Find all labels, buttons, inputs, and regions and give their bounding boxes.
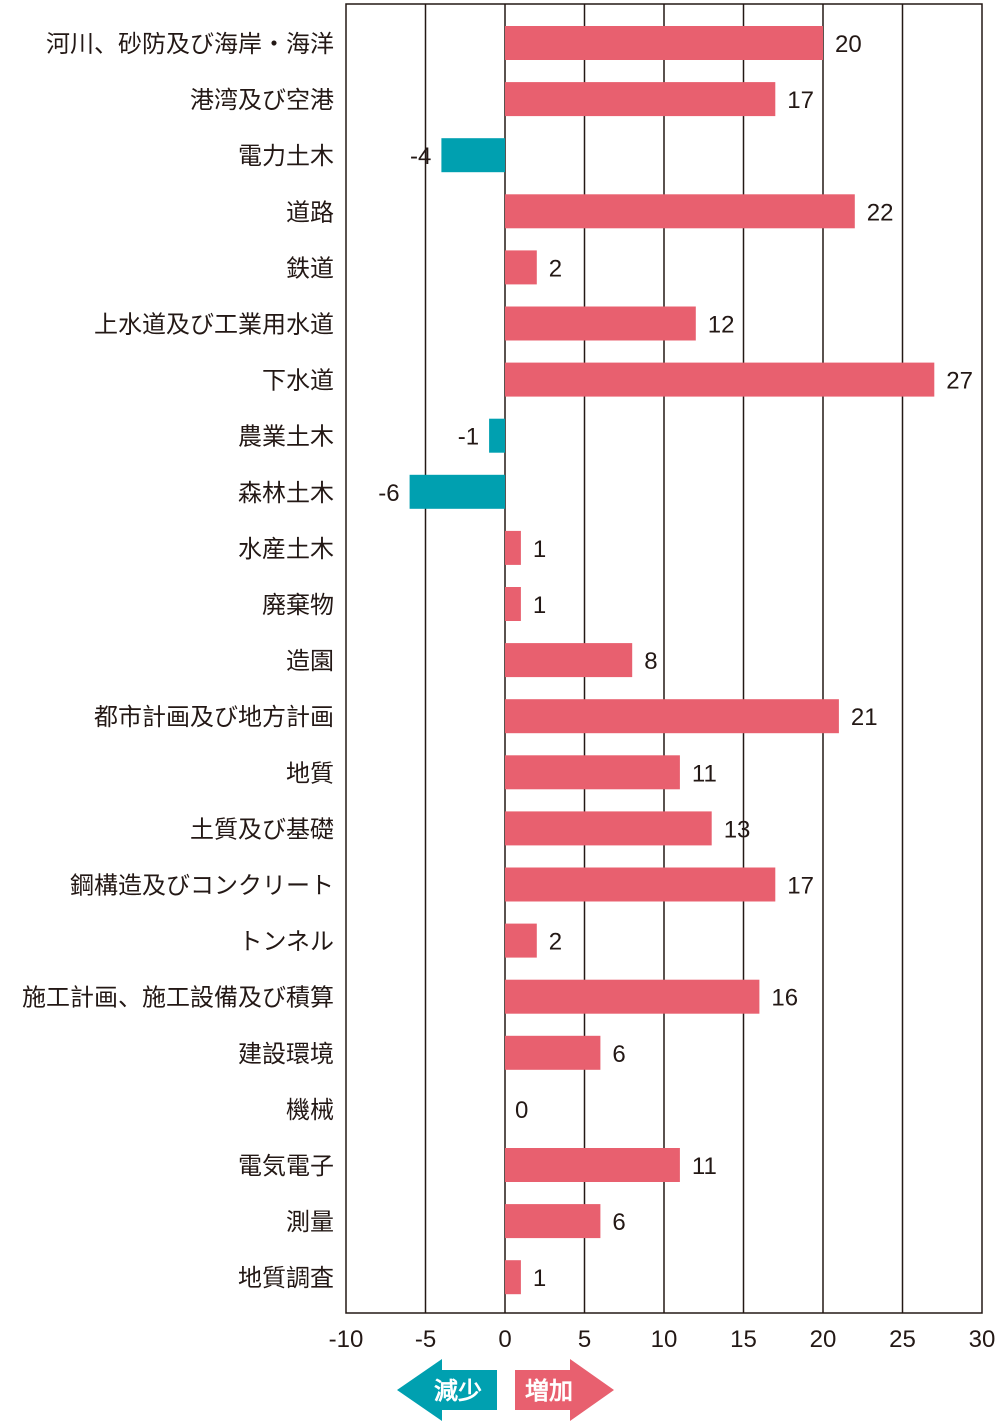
data-label: 17 <box>787 873 814 900</box>
category-label: 地質 <box>286 760 334 787</box>
legend: 減少 増加 <box>397 1359 614 1421</box>
bar <box>505 1148 680 1182</box>
bar <box>505 979 760 1014</box>
bar <box>505 755 680 790</box>
data-label: 1 <box>533 592 546 619</box>
bar <box>505 362 935 397</box>
data-label: 2 <box>549 929 562 956</box>
bar <box>505 250 537 285</box>
legend-decrease-label: 減少 <box>434 1378 482 1405</box>
data-label: 20 <box>835 31 862 58</box>
x-tick-label: 20 <box>810 1326 837 1353</box>
legend-increase-label: 増加 <box>525 1377 573 1405</box>
data-label: 21 <box>851 704 878 731</box>
bar <box>505 194 855 229</box>
data-label: 11 <box>692 1153 717 1180</box>
data-label: 8 <box>644 648 657 675</box>
category-label: 水産土木 <box>238 536 334 563</box>
data-label: 1 <box>533 536 546 563</box>
category-label: 廃棄物 <box>262 592 334 619</box>
x-tick-label: -5 <box>415 1326 436 1353</box>
category-label: 鋼構造及びコンクリート <box>70 873 334 900</box>
category-label: 土質及び基礎 <box>190 816 334 843</box>
bar <box>505 26 823 60</box>
category-label: 電気電子 <box>238 1153 334 1180</box>
data-label: 13 <box>724 816 751 843</box>
data-label: 1 <box>533 1265 546 1292</box>
category-label: 測量 <box>286 1209 334 1236</box>
bars <box>409 26 935 1295</box>
category-label: 造園 <box>286 648 334 675</box>
decrease-arrow-icon <box>397 1359 497 1421</box>
category-labels: 河川、砂防及び海岸・海洋港湾及び空港電力土木道路鉄道上水道及び工業用水道下水道農… <box>22 31 334 1292</box>
category-label: 建設環境 <box>238 1041 334 1068</box>
x-tick-label: 25 <box>889 1326 916 1353</box>
bar <box>505 587 521 621</box>
x-tick-label: 30 <box>969 1326 996 1353</box>
data-label: 6 <box>612 1041 625 1068</box>
bar <box>505 867 776 902</box>
category-label: トンネル <box>238 929 334 956</box>
category-label: 施工計画、施工設備及び積算 <box>22 985 334 1012</box>
data-label: 0 <box>515 1097 528 1124</box>
category-label: 下水道 <box>262 368 334 395</box>
category-label: 河川、砂防及び海岸・海洋 <box>46 31 334 58</box>
category-label: 農業土木 <box>238 424 334 451</box>
data-label: 27 <box>946 368 973 395</box>
x-tick-label: 0 <box>498 1326 511 1353</box>
data-label: -1 <box>458 424 479 451</box>
bar <box>505 530 521 565</box>
bar <box>505 1035 601 1070</box>
bar <box>409 474 505 509</box>
x-tick-label: 5 <box>578 1326 591 1353</box>
category-label: 道路 <box>286 199 334 226</box>
bar <box>505 699 839 734</box>
bar <box>489 418 505 453</box>
bar <box>505 1204 601 1239</box>
category-label: 港湾及び空港 <box>190 87 334 114</box>
data-label: 6 <box>612 1209 625 1236</box>
data-label: 22 <box>867 199 894 226</box>
category-label: 森林土木 <box>238 480 334 507</box>
data-label: -4 <box>410 143 431 170</box>
data-label: 12 <box>708 312 735 339</box>
data-label: 11 <box>692 760 717 787</box>
data-label: 16 <box>771 985 798 1012</box>
data-label: 17 <box>787 87 814 114</box>
data-label: 2 <box>549 255 562 282</box>
x-tick-label: -10 <box>329 1326 364 1353</box>
category-label: 機械 <box>286 1097 334 1124</box>
category-label: 電力土木 <box>238 143 334 170</box>
bar <box>505 643 633 678</box>
x-tick-label: 10 <box>651 1326 678 1353</box>
bar <box>505 306 696 341</box>
data-label: -6 <box>378 480 399 507</box>
bar <box>505 1260 521 1295</box>
category-label: 上水道及び工業用水道 <box>94 312 334 339</box>
bar <box>505 923 537 958</box>
bar <box>505 82 776 117</box>
bar <box>441 138 505 173</box>
category-label: 地質調査 <box>238 1265 334 1292</box>
x-tick-label: 15 <box>730 1326 757 1353</box>
category-label: 鉄道 <box>286 255 334 282</box>
category-label: 都市計画及び地方計画 <box>94 704 334 731</box>
bar <box>505 811 712 846</box>
x-axis-tick-labels: -10 -5 0 5 10 15 20 25 30 <box>329 1326 996 1353</box>
increase-arrow-icon <box>515 1359 614 1421</box>
